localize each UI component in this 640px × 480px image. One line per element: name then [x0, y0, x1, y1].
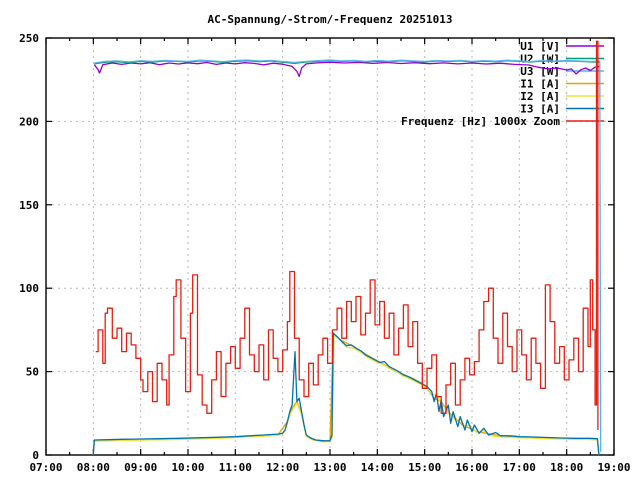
- y-tick-label: 100: [19, 282, 39, 295]
- y-tick-label: 250: [19, 32, 39, 45]
- series-line-i3: [92, 332, 600, 456]
- x-tick-label: 11:00: [219, 461, 252, 474]
- y-tick-label: 150: [19, 199, 39, 212]
- series-line-u1: [93, 61, 600, 78]
- x-tick-label: 07:00: [29, 461, 62, 474]
- x-tick-label: 16:00: [455, 461, 488, 474]
- x-tick-label: 12:00: [266, 461, 299, 474]
- y-tick-label: 0: [32, 449, 39, 462]
- legend-label-freq: Frequenz [Hz] 1000x Zoom: [401, 115, 560, 128]
- series-line-freq: [95, 40, 599, 430]
- series-line-u3: [94, 59, 602, 452]
- x-tick-label: 09:00: [124, 461, 157, 474]
- legend-label-i2: I2 [A]: [520, 90, 560, 103]
- x-tick-label: 17:00: [503, 461, 536, 474]
- legend-label-i1: I1 [A]: [520, 78, 560, 91]
- y-tick-label: 200: [19, 115, 39, 128]
- legend-label-u2: U2 [W]: [520, 53, 560, 66]
- legend-label-u1: U1 [V]: [520, 40, 560, 53]
- x-tick-label: 19:00: [597, 461, 630, 474]
- x-tick-label: 10:00: [171, 461, 204, 474]
- x-tick-label: 15:00: [408, 461, 441, 474]
- x-tick-label: 13:00: [313, 461, 346, 474]
- x-tick-label: 08:00: [77, 461, 110, 474]
- x-tick-label: 14:00: [361, 461, 394, 474]
- legend-label-i3: I3 [A]: [520, 103, 560, 116]
- y-tick-label: 50: [26, 366, 39, 379]
- x-tick-label: 18:00: [550, 461, 583, 474]
- chart-title: AC-Spannung/-Strom/-Frequenz 20251013: [207, 13, 452, 26]
